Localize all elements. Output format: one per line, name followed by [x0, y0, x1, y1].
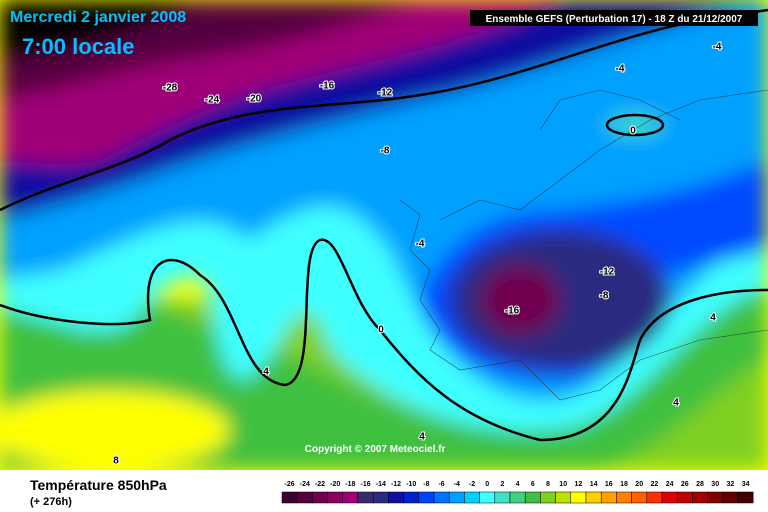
colorbar-swatch: [418, 491, 435, 504]
colorbar-swatch: [555, 491, 572, 504]
colorbar-tick-label: -4: [454, 481, 460, 488]
colorbar-swatch: [433, 491, 450, 504]
colorbar-tick-label: 32: [727, 481, 735, 488]
model: Ensemble GEFS (Perturbation 17) - 18 Z d…: [486, 14, 743, 25]
contour-label: -16: [505, 306, 520, 317]
colorbar-tick-label: -20: [330, 481, 340, 488]
colorbar-swatch: [327, 491, 344, 504]
colorbar-tick-label: -22: [315, 481, 325, 488]
contour-label: 8: [113, 456, 119, 467]
colorbar-swatch: [737, 491, 754, 504]
contour-label: -8: [381, 146, 390, 157]
colorbar-swatch: [692, 491, 708, 504]
colorbar-swatch: [296, 491, 313, 504]
variable: Température 850hPa: [30, 477, 167, 493]
contour-label: -20: [247, 94, 262, 105]
date: Mercredi 2 janvier 2008: [10, 9, 186, 26]
contour-label: -4: [616, 64, 625, 75]
model-box: [470, 10, 758, 26]
colorbar-tick-label: 20: [635, 481, 643, 488]
colorbar-tick-label: 28: [696, 481, 704, 488]
contour-label: -12: [378, 88, 393, 99]
colorbar-tick-label: 8: [546, 481, 550, 488]
colorbar-swatch: [342, 491, 359, 504]
colorbar-tick-label: -12: [391, 481, 401, 488]
colorbar-swatch: [509, 491, 526, 504]
contour-label: 4: [673, 398, 679, 409]
colorbar-tick-label: 2: [500, 481, 504, 488]
colorbar-swatch: [600, 491, 617, 504]
colorbar-swatch: [661, 491, 678, 504]
colorbar-tick-label: 22: [651, 481, 659, 488]
colorbar-swatch: [448, 491, 465, 504]
colorbar-tick-label: -8: [423, 481, 429, 488]
map: -28 -24 -20 -16 -12 -8 -4 -4 0 -4 -12 -8 -16 0 4 4 4 4 8 C…: [0, 0, 768, 470]
colorbar-tick-label: 30: [711, 481, 719, 488]
colorbar-tick-label: -24: [300, 481, 310, 488]
colorbar-swatch: [464, 491, 480, 504]
colorbar-tick-label: -2: [469, 481, 475, 488]
colorbar-tick-label: 6: [531, 481, 535, 488]
colorbar-tick-label: 12: [575, 481, 583, 488]
colorbar-tick-label: 10: [559, 481, 567, 488]
colorbar-swatch: [646, 491, 663, 504]
contour-label: 0: [630, 126, 636, 137]
colorbar-swatch: [676, 491, 693, 504]
colorbar-tick-label: -14: [376, 481, 386, 488]
colorbar-swatch: [585, 491, 602, 504]
colorbar-swatch: [722, 491, 739, 504]
contour-label: -28: [163, 83, 178, 94]
colorbar-swatch: [312, 491, 328, 504]
colorbar-swatch: [631, 491, 648, 504]
colorbar-swatch: [403, 491, 420, 504]
colorbar-swatch: [357, 491, 374, 504]
colorbar-swatch: [524, 491, 541, 504]
contour-label: -4: [713, 42, 722, 53]
contour-label: 4: [419, 432, 425, 443]
contour-label: -4: [416, 239, 425, 250]
colorbar-swatch: [281, 491, 298, 504]
colorbar-tick-label: 18: [620, 481, 628, 488]
colorbar-tick-label: 16: [605, 481, 613, 488]
colorbar-swatch: [494, 491, 511, 504]
colorbar-tick-label: 14: [590, 481, 598, 488]
lead: (+ 276h): [30, 496, 72, 508]
contour-label: 4: [710, 313, 716, 324]
contour-label: -12: [600, 267, 615, 278]
colorbar-tick-label: -6: [438, 481, 444, 488]
colorbar-swatch: [707, 491, 724, 504]
colorbar-swatch: [570, 491, 587, 504]
colorbar-swatch: [372, 491, 389, 504]
colorbar-tick-label: 26: [681, 481, 689, 488]
colorbar-swatch: [540, 491, 556, 504]
colorbar-tick-label: 0: [485, 481, 489, 488]
contour-label: 0: [378, 325, 384, 336]
colorbar-swatch: [616, 491, 632, 504]
contour-label: -8: [600, 291, 609, 302]
colorbar-swatch: [388, 491, 404, 504]
contour-label: -16: [320, 81, 335, 92]
colorbar-tick-label: -26: [285, 481, 295, 488]
colorbar-tick-label: 24: [666, 481, 674, 488]
colorbar-tick-label: -18: [345, 481, 355, 488]
copyright: Copyright © 2007 Meteociel.fr: [305, 444, 446, 455]
colorbar-tick-label: 34: [742, 481, 750, 488]
colorbar-swatch: [479, 491, 496, 504]
colorbar-tick-label: -10: [406, 481, 416, 488]
time: 7:00 locale: [22, 34, 135, 59]
colorbar-tick-label: 4: [516, 481, 520, 488]
contour-label: -24: [205, 95, 220, 106]
colorbar-tick-label: -16: [361, 481, 371, 488]
contour-label: 4: [263, 367, 269, 378]
